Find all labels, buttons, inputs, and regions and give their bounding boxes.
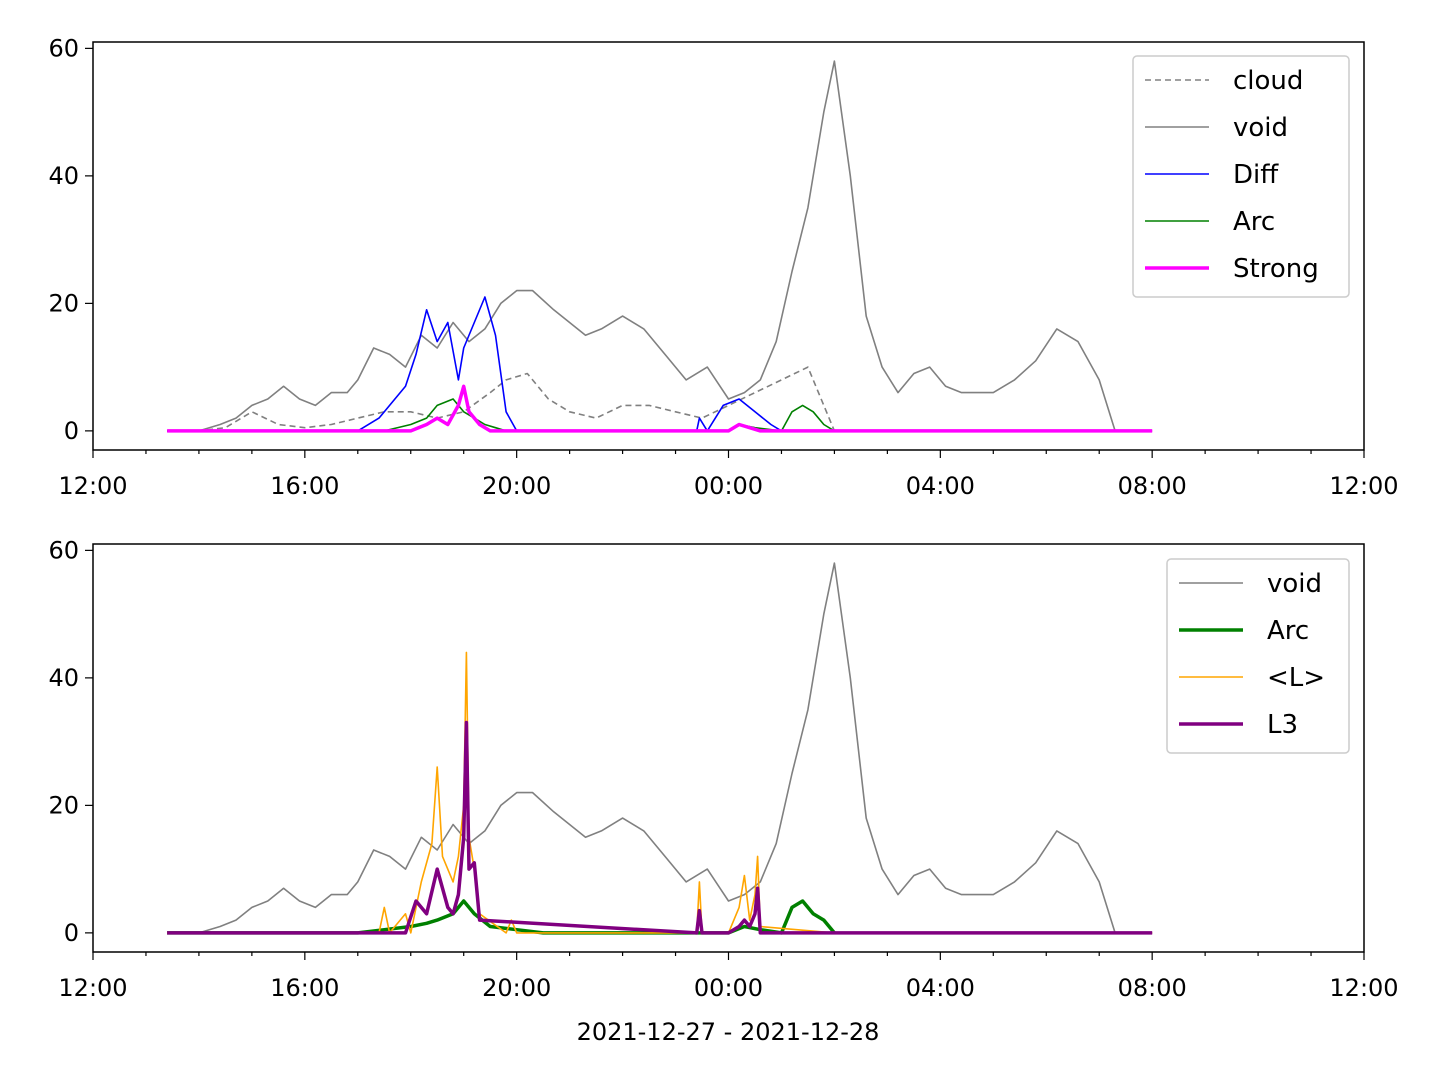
legend-label: <L> <box>1267 663 1325 693</box>
legend-label: Arc <box>1233 207 1275 237</box>
bottom-plot-panel: 12:00 16:00 20:00 00:00 04:00 08:00 12:00 0 20 40… <box>48 536 1398 1002</box>
y-tick-label: 20 <box>48 289 79 317</box>
y-tick-label: 60 <box>48 536 79 564</box>
x-tick-label: 16:00 <box>270 472 339 500</box>
x-tick-label: 04:00 <box>906 472 975 500</box>
legend-label: cloud <box>1233 66 1303 96</box>
legend-label: void <box>1233 113 1288 143</box>
y-tick-label: 40 <box>48 664 79 692</box>
series-line-Diff-panel1 <box>167 296 835 432</box>
series-line-void-panel2 <box>167 562 1153 934</box>
y-tick-label: 20 <box>48 791 79 819</box>
y-tick-label: 40 <box>48 162 79 190</box>
legend-box <box>1166 558 1350 754</box>
legend: cloud void Diff Arc Strong <box>1132 55 1350 298</box>
legend-label: L3 <box>1267 710 1298 740</box>
legend-label: void <box>1267 569 1322 599</box>
x-tick-label: 00:00 <box>694 974 763 1002</box>
series-line-Strong-panel1 <box>167 384 1153 433</box>
x-tick-label: 12:00 <box>1329 472 1398 500</box>
x-tick-label: 12:00 <box>1329 974 1398 1002</box>
series-line-void-panel1 <box>167 60 1153 432</box>
x-tick-label: 08:00 <box>1118 472 1187 500</box>
legend-label: Strong <box>1233 254 1319 284</box>
legend-box <box>1132 55 1350 298</box>
series-line-Arc-panel2 <box>167 899 836 935</box>
x-tick-label: 08:00 <box>1118 974 1187 1002</box>
legend-label: Diff <box>1233 160 1279 190</box>
series-line-L-panel2 <box>167 651 1153 934</box>
x-tick-label: 04:00 <box>906 974 975 1002</box>
series-line-L3-panel2 <box>167 720 1153 935</box>
legend-label: Arc <box>1267 616 1309 646</box>
series-line-cloud-panel1 <box>167 366 836 432</box>
top-plot-panel: 12:00 16:00 20:00 00:00 04:00 08:00 12:00 0 20 40… <box>48 34 1398 500</box>
x-tick-label: 20:00 <box>482 472 551 500</box>
x-tick-label: 16:00 <box>270 974 339 1002</box>
x-tick-label: 12:00 <box>58 974 127 1002</box>
x-tick-label: 12:00 <box>58 472 127 500</box>
legend: void Arc <L> L3 <box>1166 558 1350 754</box>
y-tick-label: 60 <box>48 34 79 62</box>
x-tick-label: 00:00 <box>694 472 763 500</box>
x-tick-label: 20:00 <box>482 974 551 1002</box>
x-axis-label: 2021-12-27 - 2021-12-28 <box>577 1018 880 1046</box>
y-tick-label: 0 <box>64 919 79 947</box>
y-tick-label: 0 <box>64 417 79 445</box>
